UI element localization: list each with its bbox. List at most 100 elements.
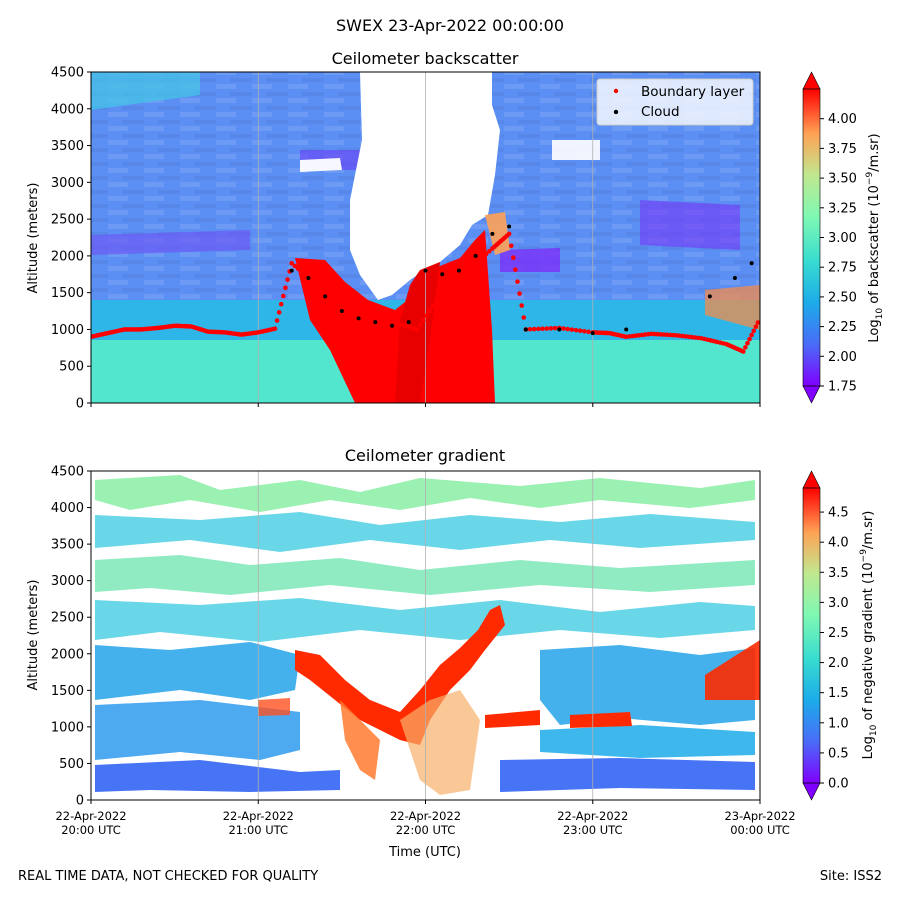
boundary-layer-point [747, 336, 752, 342]
boundary-layer-point [474, 260, 480, 265]
gradient-colorbar-max-arrow [802, 470, 821, 489]
backscatter-gridlines [257, 72, 594, 403]
boundary-layer-point [536, 326, 541, 332]
colorbar-tick-label: 3.5 [828, 566, 849, 581]
boundary-layer-point [486, 248, 492, 254]
y-tick-label: 3500 [51, 139, 84, 154]
x-tick-label: 23-Apr-2022 [724, 809, 795, 823]
colorbar-tick-label: 1.0 [828, 716, 849, 731]
gradient-red-segment-1 [485, 710, 540, 728]
boundary-layer-point [283, 285, 288, 291]
x-tick-label: 22-Apr-2022 [557, 809, 628, 823]
x-tick-label: 21:00 UTC [228, 823, 288, 837]
boundary-layer-point [301, 271, 307, 277]
gradient-colorbar-label: Log10 of negative gradient (10−9/m.sr) [859, 511, 879, 760]
boundary-layer-point [582, 328, 587, 334]
gradient-band-2 [95, 512, 755, 552]
backscatter-patch-1 [91, 72, 200, 110]
boundary-layer-point [480, 254, 486, 260]
cloud-point [356, 316, 361, 321]
boundary-layer-point [751, 328, 757, 334]
cloud-point [557, 327, 562, 332]
backscatter-gap-right [552, 140, 600, 160]
backscatter-panel: Ceilometer backscatter 0 500 1000 1500 2000 2… [26, 49, 885, 412]
gradient-band-4 [95, 598, 755, 642]
colorbar-tick-label: 3.0 [828, 596, 849, 611]
cloud-point [749, 261, 754, 266]
legend-box [596, 78, 754, 126]
gradient-panel: Ceilometer gradient 0 500 1000 1500 2000 [26, 446, 879, 860]
cloud-point [306, 275, 311, 280]
boundary-layer-point [540, 326, 545, 332]
boundary-layer-point [586, 329, 591, 335]
gradient-colorbar-frame [802, 487, 821, 784]
boundary-layer-point [519, 303, 524, 308]
boundary-layer-point [443, 287, 448, 293]
y-tick-label: 2500 [51, 213, 84, 228]
boundary-layer-point [272, 326, 278, 332]
gradient-y-axis: 0 500 1000 1500 2000 2500 3000 3500 4000 4500 [51, 465, 91, 809]
gradient-red-segment-4 [258, 698, 290, 716]
colorbar-tick-label: 2.00 [828, 350, 857, 365]
legend-cloud-marker [613, 109, 619, 115]
boundary-layer-point [749, 332, 754, 338]
gradient-y-label: Altitude (meters) [26, 580, 41, 691]
boundary-layer-point [531, 326, 537, 332]
gradient-band-10 [540, 725, 755, 758]
boundary-layer-point [515, 279, 520, 284]
quality-disclaimer: REAL TIME DATA, NOT CHECKED FOR QUALITY [18, 869, 319, 884]
y-tick-label: 500 [59, 757, 84, 772]
boundary-layer-point [548, 326, 554, 331]
backscatter-y-label: Altitude (meters) [26, 183, 41, 294]
colorbar-tick-label: 4.0 [828, 536, 849, 551]
cloud-series [289, 224, 754, 336]
boundary-layer-point [433, 299, 439, 305]
boundary-layer-point [311, 280, 316, 285]
cloud-point [373, 320, 378, 325]
backscatter-patch-4 [640, 200, 740, 250]
gradient-colorbar-min-arrow [802, 782, 821, 801]
gradient-orange-streak-1 [340, 700, 380, 780]
figure-title: SWEX 23-Apr-2022 00:00:00 [335, 16, 564, 35]
colorbar-tick-label: 1.75 [828, 380, 857, 395]
gradient-band-8 [95, 760, 340, 792]
cloud-point [406, 320, 411, 325]
x-tick-label: 22-Apr-2022 [223, 809, 294, 823]
cloud-point [707, 294, 712, 299]
y-tick-label: 4000 [51, 102, 84, 117]
backscatter-title: Ceilometer backscatter [332, 49, 519, 68]
gradient-colorbar-ticks: 0.0 0.5 1.0 1.5 2.0 2.5 3.0 3.5 4.0 4.5 [820, 506, 849, 792]
legend-boundary-marker [613, 88, 619, 94]
boundary-layer-point [573, 327, 579, 333]
boundary-layer-point [521, 315, 527, 320]
backscatter-x-axis [90, 403, 761, 407]
colorbar-tick-label: 1.5 [828, 686, 849, 701]
colorbar-tick-label: 0.5 [828, 746, 849, 761]
boundary-layer-point [755, 320, 760, 325]
gradient-orange-streak-2 [400, 690, 480, 795]
boundary-layer-point [552, 325, 558, 331]
x-tick-label: 20:00 UTC [61, 823, 121, 837]
x-tick-label: 22-Apr-2022 [55, 809, 126, 823]
cloud-point [440, 272, 445, 277]
boundary-layer-point [471, 262, 476, 268]
colorbar-tick-label: 2.25 [828, 320, 857, 335]
boundary-layer-point [274, 318, 280, 323]
site-label: Site: ISS2 [819, 869, 882, 884]
cloud-point [624, 327, 629, 332]
boundary-layer-point [276, 310, 282, 315]
x-tick-label: 23:00 UTC [563, 823, 623, 837]
boundary-layer-point [427, 308, 432, 314]
backscatter-colorbar: 1.75 2.00 2.25 2.50 2.75 3.00 3.25 3.50 3.75 4.00… [802, 71, 885, 404]
y-tick-label: 1500 [51, 286, 84, 301]
y-tick-label: 2000 [51, 647, 84, 662]
boundary-layer-point [569, 327, 575, 332]
backscatter-colorbar-label: Log10 of backscatter (10−9/m.sr) [865, 133, 885, 342]
boundary-layer-point [517, 291, 522, 296]
boundary-layer-point [745, 340, 750, 346]
backscatter-cloud-gap [350, 72, 500, 300]
backscatter-colorbar-gradient [803, 89, 820, 386]
gradient-colorbar: 0.0 0.5 1.0 1.5 2.0 2.5 3.0 3.5 4.0 4.5 Log10 of … [802, 470, 879, 801]
gradient-red-segment-3 [705, 640, 760, 700]
boundary-layer-point [753, 324, 759, 329]
